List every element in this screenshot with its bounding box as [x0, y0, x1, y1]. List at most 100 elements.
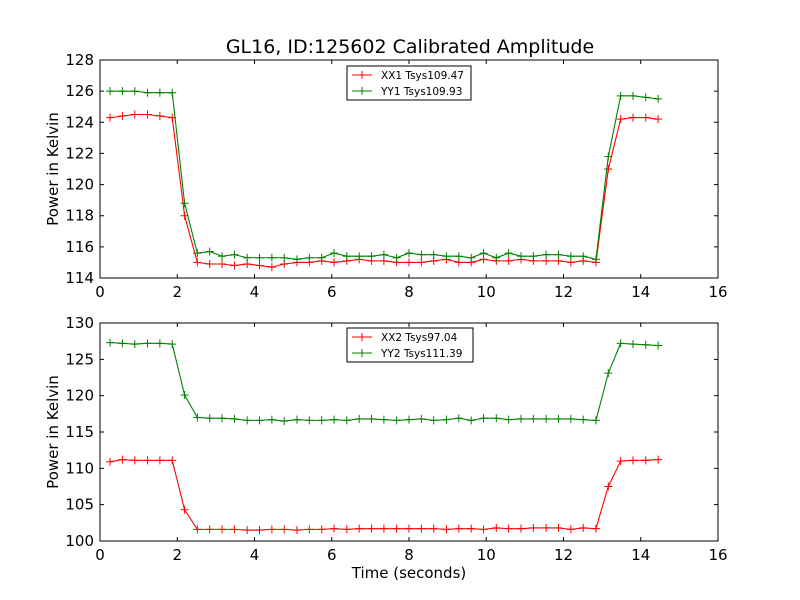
- plot2-series-2-point: [566, 414, 575, 423]
- plot2-y-tick-label: 120: [65, 387, 94, 405]
- plot2-series-2-point: [479, 414, 488, 423]
- plot1-series-1-point: [629, 113, 638, 122]
- plot1-series-2-point: [379, 250, 388, 259]
- plot2-series-1-point: [243, 526, 252, 535]
- plot2-series-2-point: [629, 340, 638, 349]
- plot1-series-2-point: [529, 252, 538, 261]
- plot2-y-tick-label: 105: [65, 496, 94, 514]
- plot1-series-1-point: [106, 113, 115, 122]
- plot1-legend-marker-2: [358, 87, 366, 95]
- plot1-series-2-point: [355, 252, 364, 261]
- plot2-data-area: [106, 338, 663, 535]
- plot2-series-2-point: [517, 414, 526, 423]
- plot1-legend: XX1 Tsys109.47 YY1 Tsys109.93: [346, 65, 472, 101]
- plot2-legend-label-1: XX2 Tsys97.04: [381, 332, 458, 344]
- top-plot: 0 2 4 6 8 10 12 14 16 114 116 118 120 122 124 126 128 Pow…: [44, 51, 728, 301]
- plot2-series-1-point: [654, 455, 663, 464]
- plot1-series-2-point: [292, 255, 301, 264]
- plot1-series-1-point: [143, 110, 152, 119]
- plot1-series-1-point: [155, 112, 164, 121]
- plot1-series-2-point: [180, 199, 189, 208]
- plot1-series-2-point: [641, 93, 650, 102]
- plot1-series-1-point: [118, 112, 127, 121]
- plot1-legend-box: [346, 65, 472, 101]
- plot1-series-2-point: [579, 252, 588, 261]
- plot1-series-2-point: [454, 252, 463, 261]
- plot1-series-2-point: [130, 87, 139, 96]
- plot1-x-tick-label: 8: [404, 283, 414, 301]
- plot2-series-1-point: [379, 524, 388, 533]
- bottom-plot: 0 2 4 6 8 10 12 14 16 100 105 110 115 120 125 130 Power …: [44, 314, 728, 582]
- plot2-series-1-point: [554, 523, 563, 532]
- plot1-series-1-point: [255, 261, 264, 270]
- plot2-x-tick-label: 2: [172, 546, 182, 564]
- plot2-series-2-point: [579, 415, 588, 424]
- plot1-series-2-point: [554, 250, 563, 259]
- plot1-series-2-point: [479, 249, 488, 258]
- plot2-series-1-point: [517, 524, 526, 533]
- plot1-series-1-line: [109, 113, 659, 268]
- plot1-series-2-point: [230, 250, 239, 259]
- plot2-series-1-line: [109, 459, 659, 531]
- plot2-series-2-point: [230, 414, 239, 423]
- plot2-series-1-point: [292, 526, 301, 535]
- plot1-series-2-point: [405, 249, 413, 258]
- plot2-y-tick-label: 130: [65, 314, 94, 332]
- plot1-series-2-point: [305, 253, 314, 262]
- plot2-series-2-point: [143, 339, 152, 348]
- plot2-x-tick-label: 10: [477, 546, 496, 564]
- plot1-series-2-point: [330, 249, 339, 258]
- plot2-series-1-point: [267, 525, 276, 534]
- plot1-data-area: [106, 87, 663, 272]
- plot2-series-2-point: [604, 369, 613, 378]
- plot2-series-1-point: [355, 524, 364, 533]
- plot1-y-axis-label: Power in Kelvin: [44, 112, 62, 226]
- plot1-x-tick-label: 0: [95, 283, 105, 301]
- plot2-series-1-point: [442, 525, 451, 534]
- plot1-series-2-point: [280, 253, 289, 262]
- plot1-series-1-point: [417, 258, 426, 267]
- plot2-series-2-point: [130, 340, 139, 349]
- plot2-series-2-point: [529, 414, 538, 423]
- plot2-series-2-point: [379, 415, 388, 424]
- plot2-series-2-point: [267, 415, 276, 424]
- plot2-series-2-point: [255, 416, 264, 425]
- plot1-x-tick-label: 2: [172, 283, 182, 301]
- plot2-series-1-point: [467, 524, 476, 533]
- plot1-series-2-point: [205, 247, 214, 256]
- plot1-series-2-point: [118, 87, 127, 96]
- plot2-series-2-point: [342, 416, 351, 425]
- figure-title: GL16, ID:125602 Calibrated Amplitude: [226, 36, 594, 58]
- plot2-series-2-point: [429, 416, 438, 425]
- plot1-y-tick-label: 118: [65, 207, 94, 225]
- plot1-y-tick-label: 128: [65, 51, 94, 69]
- plot1-series-2-point: [629, 91, 638, 100]
- plot2-series-1-point: [230, 525, 239, 534]
- plot2-y-tick-label: 115: [65, 423, 94, 441]
- plot1-x-tick-label: 4: [250, 283, 260, 301]
- plot1-y-tick-label: 116: [65, 238, 94, 256]
- plot1-series-2-point: [492, 253, 501, 262]
- plot1-series-2-point: [155, 88, 164, 97]
- plot2-series-1-point: [155, 456, 164, 465]
- plot1-series-2-point: [255, 253, 264, 262]
- plot2-series-2-point: [118, 339, 127, 348]
- plot2-series-1-point: [367, 524, 376, 533]
- plot2-series-2-point: [317, 416, 326, 425]
- plot2-series-1-point: [542, 523, 551, 532]
- plot1-x-tick-label: 16: [708, 283, 727, 301]
- plot1-series-1-point: [193, 258, 202, 267]
- plot2-series-2-point: [292, 415, 301, 424]
- plot1-series-2-point: [542, 250, 551, 259]
- plot1-series-2-line: [110, 90, 659, 260]
- plot1-series-2-point: [591, 255, 600, 264]
- plot2-series-1-point: [317, 525, 326, 534]
- plot2-series-2-point: [405, 415, 413, 424]
- plot2-series-2-point: [106, 338, 115, 347]
- plot1-series-1-point: [654, 115, 663, 124]
- plot2-series-1-point: [616, 457, 625, 466]
- plot1-legend-label-2: YY1 Tsys109.93: [380, 86, 462, 98]
- plot2-x-tick-label: 4: [250, 546, 260, 564]
- plot1-series-2-point: [392, 253, 401, 262]
